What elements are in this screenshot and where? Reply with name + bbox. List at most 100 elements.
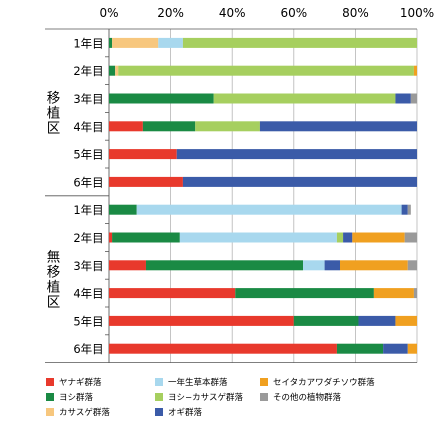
bar-segment [182, 37, 417, 48]
group-label: 無移植区 [47, 250, 61, 311]
bar-segment [407, 204, 411, 215]
bar-segment [109, 65, 116, 76]
row-label: 2年目 [73, 231, 103, 245]
group-label: 移植区 [47, 90, 61, 136]
row-label: 1年目 [73, 203, 103, 217]
bar-segment [324, 260, 340, 271]
bar-segment [109, 37, 113, 48]
row-label: 4年目 [73, 120, 103, 134]
row-labels: 1年目 2年目 3年目 4年目 5年目 6年目 1年目 2年目 3年目 4年目 5年目 6年目 [73, 36, 103, 356]
bar-segment [358, 315, 396, 326]
bar-segment [383, 343, 408, 354]
legend-swatch [46, 408, 54, 416]
row-label: 2年目 [73, 64, 103, 78]
bar-segment [352, 232, 405, 243]
legend-item: ヨシ−カサスゲ群落 [155, 390, 243, 404]
bar-segment [109, 93, 214, 104]
legend-swatch [155, 408, 163, 416]
legend-swatch [260, 393, 268, 401]
bar-segment [404, 232, 417, 243]
bar-segment [109, 204, 137, 215]
row-label: 4年目 [73, 287, 103, 301]
bar-segment [112, 37, 159, 48]
bar-segment [109, 232, 113, 243]
bar-segment [303, 260, 325, 271]
row-label: 5年目 [73, 148, 103, 162]
legend-item: その他の植物群落 [260, 390, 341, 404]
x-tick-label: 20% [157, 6, 184, 20]
bar-segment [109, 288, 236, 299]
bar-segment [109, 315, 294, 326]
bar-segment [336, 232, 344, 243]
bar-segment [413, 65, 417, 76]
row-label: 5年目 [73, 314, 103, 328]
x-tick-label: 60% [280, 6, 307, 20]
legend-label: オギ群落 [168, 408, 203, 418]
bar-segment [259, 121, 417, 132]
bar-segment [395, 93, 411, 104]
legend-label: ヤナギ群落 [59, 378, 102, 388]
legend-item: ヨシ群落 [46, 390, 93, 404]
legend-item: ヤナギ群落 [46, 375, 102, 389]
stacked-bar-chart: 0% 20% 40% 60% 80% 100% 1年目2年目3年目4年目5年目6年目1年目… [45, 6, 434, 364]
bar-segment [145, 260, 304, 271]
legend-swatch [155, 393, 163, 401]
bar-segment [109, 343, 337, 354]
bar-segment [401, 204, 408, 215]
bar-segment [410, 93, 417, 104]
legend-item: 一年生草本群落 [155, 375, 228, 389]
bar-segment [136, 204, 402, 215]
legend-swatch [46, 378, 54, 386]
bar-segment [213, 93, 396, 104]
bar-segment [109, 121, 143, 132]
legend-item: セイタカアワダチソウ群落 [260, 375, 375, 389]
x-tick-label: 0% [99, 6, 118, 20]
x-tick-label: 80% [342, 6, 369, 20]
row-label: 6年目 [73, 175, 103, 189]
legend-swatch [46, 393, 54, 401]
legend-label: その他の植物群落 [273, 393, 342, 403]
bars [109, 37, 417, 354]
x-axis-tick-labels: 0% 20% 40% 60% 80% 100% [99, 6, 434, 20]
table-frame [45, 28, 417, 364]
bar-segment [293, 315, 359, 326]
bar-segment [195, 121, 260, 132]
legend-label: セイタカアワダチソウ群落 [273, 378, 375, 388]
row-label: 3年目 [73, 92, 103, 106]
bar-segment [179, 232, 337, 243]
bar-segment [109, 260, 146, 271]
bar-segment [109, 176, 183, 187]
bar-segment [343, 232, 353, 243]
bar-segment [395, 315, 417, 326]
legend-label: ヨシ群落 [59, 393, 94, 403]
bar-segment [112, 232, 180, 243]
legend-item: カサスゲ群落 [46, 405, 110, 419]
legend-swatch [260, 378, 268, 386]
gridlines [108, 29, 418, 363]
bar-segment [413, 288, 417, 299]
legend-label: カサスゲ群落 [59, 408, 110, 418]
bar-segment [336, 343, 384, 354]
bar-segment [118, 65, 414, 76]
row-label: 3年目 [73, 259, 103, 273]
legend: ヤナギ群落 一年生草本群落 セイタカアワダチソウ群落ヨシ群落 ヨシ−カサスゲ群落 その他… [46, 375, 436, 421]
bar-segment [373, 288, 414, 299]
legend-label: 一年生草本群落 [168, 378, 228, 388]
bar-segment [109, 149, 177, 160]
bar-segment [182, 176, 417, 187]
bar-segment [407, 260, 417, 271]
legend-label: ヨシ−カサスゲ群落 [168, 393, 243, 403]
legend-item: オギ群落 [155, 405, 202, 419]
legend-swatch [155, 378, 163, 386]
bar-segment [176, 149, 417, 160]
bar-segment [142, 121, 196, 132]
bar-segment [407, 343, 417, 354]
bar-segment [340, 260, 408, 271]
row-label: 1年目 [73, 36, 103, 50]
bar-segment [158, 37, 183, 48]
row-label: 6年目 [73, 342, 103, 356]
x-tick-label: 100% [400, 6, 434, 20]
bar-segment [235, 288, 374, 299]
bar-segment [115, 65, 119, 76]
